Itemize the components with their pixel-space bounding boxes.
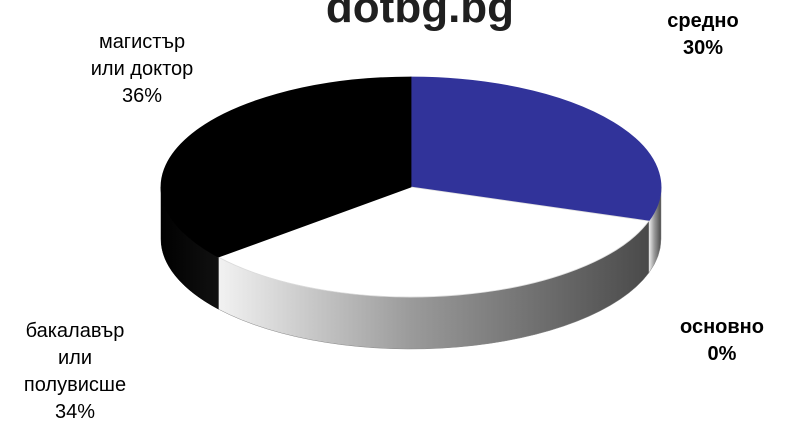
slice-label-основно: основно 0% (652, 314, 792, 368)
slice-value-label: 0% (707, 343, 737, 365)
slice-label-средно: средно 30% (628, 8, 778, 62)
slice-label-line: или (57, 347, 92, 369)
slice-label-line: или доктор (90, 58, 194, 80)
pie-slice-бакалавър-или-полувисше (217, 186, 650, 298)
slice-label-бакалавър-или-полувисше: бакалавър или полувисше 34% (0, 318, 150, 426)
pie-slice-магистър-или-доктор (160, 76, 412, 258)
slice-value-label: 36% (121, 85, 163, 107)
slice-value-label: 30% (682, 37, 724, 59)
watermark-text: dotbg.bg (325, 0, 515, 32)
slice-value-label: 34% (54, 401, 96, 423)
slice-label-line: средно (667, 10, 739, 32)
slice-label-line: полувисше (23, 374, 127, 396)
slice-label-line: магистър (98, 31, 186, 53)
slice-label-магистър-или-доктор: магистър или доктор 36% (42, 29, 242, 110)
pie-slice-средно (410, 76, 662, 222)
slice-label-line: основно (680, 316, 764, 338)
slice-label-line: бакалавър (25, 320, 125, 342)
